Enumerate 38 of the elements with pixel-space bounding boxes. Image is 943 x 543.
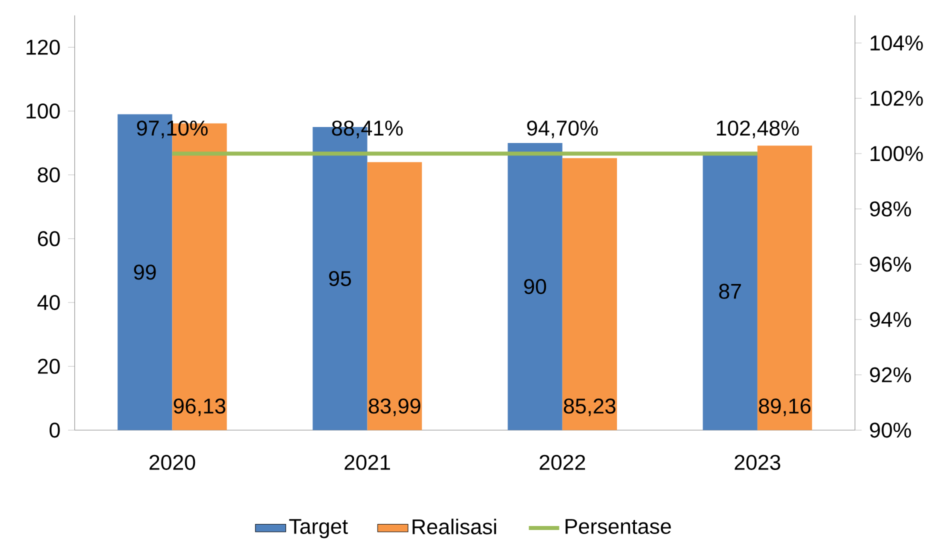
legend-label: Persentase [566, 519, 671, 534]
y-tick-label: 80 [38, 167, 60, 183]
legend-label: Realisasi [412, 518, 496, 535]
y2-tick-label: 90% [870, 422, 911, 438]
data-label: 90 [524, 279, 546, 294]
x-tick-label: 2020 [150, 455, 196, 470]
y2-tick-label: 102% [870, 90, 923, 106]
bar [562, 158, 617, 430]
bar [367, 162, 422, 430]
y2-tick-label: 100% [870, 146, 923, 162]
data-label: 85,23 [564, 398, 616, 416]
annotation: 88,41% [332, 120, 403, 138]
y2-tick-label: 96% [870, 256, 911, 272]
y-tick-label: 0 [50, 422, 60, 438]
y-tick-label: 120 [26, 40, 60, 55]
annotation: 94,70% [527, 120, 598, 138]
y2-tick-label: 94% [870, 312, 911, 328]
bar [757, 146, 812, 430]
data-label: 99 [134, 264, 156, 280]
data-label: 96,13 [174, 398, 226, 416]
y-tick-label: 40 [37, 295, 60, 310]
legend-label: Target [289, 519, 348, 538]
bar [508, 143, 562, 430]
x-tick-label: 2022 [540, 455, 586, 470]
data-label: 87 [719, 284, 741, 300]
bar [702, 152, 758, 430]
data-label: 89,16 [758, 398, 810, 416]
y2-tick-label: 104% [870, 36, 923, 51]
y2-tick-label: 92% [870, 367, 911, 383]
y2-tick-label: 98% [870, 202, 911, 217]
y-tick-label: 60 [38, 231, 60, 246]
x-tick-label: 2023 [734, 455, 780, 470]
y-tick-label: 100 [26, 104, 60, 119]
x-tick-label: 2021 [344, 455, 390, 470]
data-label: 95 [329, 271, 351, 286]
data-label: 83,99 [368, 398, 420, 416]
annotation: 102,48% [716, 120, 799, 138]
y-tick-label: 20 [38, 358, 60, 374]
